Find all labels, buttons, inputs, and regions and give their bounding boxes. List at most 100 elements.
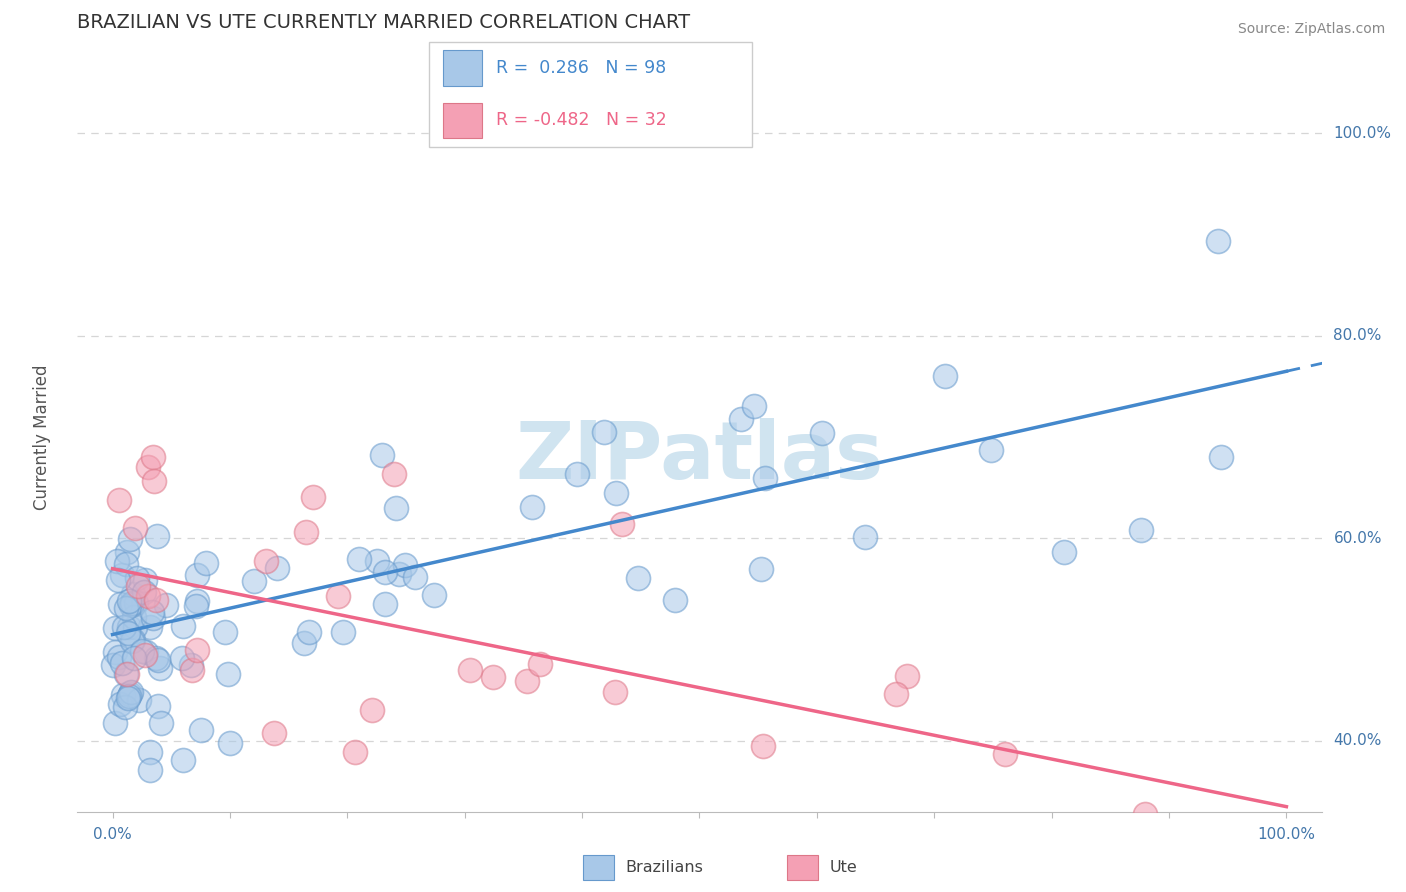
Point — [131, 643, 153, 657]
Point — [298, 625, 321, 640]
Point — [404, 570, 426, 584]
Point — [361, 703, 384, 717]
Text: Currently Married: Currently Married — [34, 364, 51, 510]
Point — [1135, 806, 1157, 821]
Point — [122, 633, 145, 648]
Point — [742, 399, 765, 413]
Text: Ute: Ute — [830, 860, 858, 874]
Point — [149, 716, 172, 731]
Point — [1053, 545, 1076, 559]
Point — [146, 529, 169, 543]
Point — [127, 579, 149, 593]
Point — [104, 621, 127, 635]
Text: 80.0%: 80.0% — [1333, 328, 1382, 343]
Point — [139, 746, 162, 760]
Point — [115, 666, 138, 681]
Point — [145, 593, 167, 607]
Point — [853, 530, 876, 544]
Point — [105, 554, 128, 568]
Point — [121, 596, 143, 610]
Point — [295, 524, 318, 539]
Point — [516, 673, 538, 688]
Point — [170, 651, 193, 665]
Point — [627, 571, 650, 585]
Point — [108, 697, 131, 711]
Point — [115, 601, 138, 615]
Point — [108, 493, 131, 508]
Point — [124, 521, 146, 535]
Point — [120, 687, 142, 701]
Point — [730, 412, 752, 426]
Point — [254, 554, 277, 568]
Point — [605, 684, 627, 698]
Point — [423, 588, 446, 602]
Point — [118, 620, 141, 634]
Point — [219, 736, 242, 750]
Point — [134, 648, 156, 662]
Point — [366, 554, 388, 568]
Text: BRAZILIAN VS UTE CURRENTLY MARRIED CORRELATION CHART: BRAZILIAN VS UTE CURRENTLY MARRIED CORRE… — [77, 13, 690, 32]
Point — [142, 450, 165, 465]
Point — [266, 561, 288, 575]
Point — [136, 589, 159, 603]
Text: 100.0%: 100.0% — [1333, 126, 1392, 141]
Point — [605, 486, 627, 500]
Point — [190, 723, 212, 737]
Point — [139, 620, 162, 634]
Text: Source: ZipAtlas.com: Source: ZipAtlas.com — [1237, 22, 1385, 37]
Point — [110, 597, 132, 611]
Point — [1209, 450, 1232, 465]
Point — [980, 443, 1002, 458]
Point — [103, 645, 125, 659]
Point — [754, 471, 776, 485]
Point — [112, 620, 135, 634]
Point — [749, 562, 772, 576]
Point — [120, 684, 142, 698]
Point — [114, 700, 136, 714]
Point — [664, 593, 686, 607]
Point — [263, 726, 285, 740]
Point — [111, 568, 134, 582]
Point — [194, 557, 217, 571]
Point — [111, 656, 134, 670]
Point — [141, 605, 163, 619]
Point — [347, 551, 370, 566]
Point — [139, 763, 162, 777]
Text: 100.0%: 100.0% — [1257, 827, 1316, 842]
Point — [134, 573, 156, 587]
Text: 0.0%: 0.0% — [93, 827, 132, 842]
Point — [1206, 234, 1229, 248]
Point — [118, 593, 141, 607]
Point — [184, 599, 207, 613]
Point — [180, 663, 202, 677]
Point — [149, 660, 172, 674]
Point — [122, 651, 145, 665]
Point — [172, 753, 194, 767]
Point — [108, 650, 131, 665]
Point — [884, 687, 907, 701]
Point — [482, 670, 505, 684]
Point — [124, 620, 146, 634]
Text: ZIPatlas: ZIPatlas — [516, 418, 883, 496]
Point — [120, 598, 142, 612]
Point — [388, 566, 411, 581]
Point — [125, 596, 148, 610]
Point — [292, 635, 315, 649]
Point — [104, 716, 127, 731]
Text: 60.0%: 60.0% — [1333, 531, 1382, 546]
Point — [458, 663, 481, 677]
Point — [103, 658, 125, 673]
Point — [344, 745, 367, 759]
Point — [121, 634, 143, 648]
Point — [1130, 523, 1153, 537]
Point — [934, 368, 956, 383]
Point — [142, 610, 165, 624]
Point — [394, 558, 416, 572]
Point — [132, 585, 155, 599]
Point — [332, 624, 354, 639]
Point — [994, 747, 1017, 761]
Text: R =  0.286   N = 98: R = 0.286 N = 98 — [496, 59, 666, 77]
Point — [118, 689, 141, 703]
Point — [111, 688, 134, 702]
Point — [115, 667, 138, 681]
